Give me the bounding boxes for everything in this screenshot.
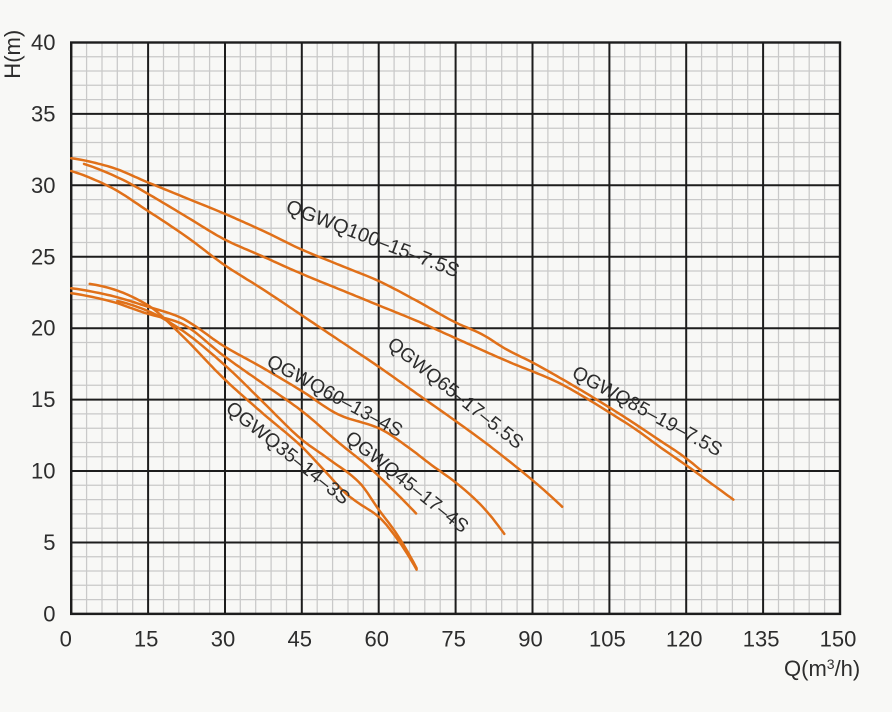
svg-text:25: 25 [31,244,55,269]
svg-text:5: 5 [43,530,55,555]
svg-text:H(m): H(m) [0,30,25,79]
svg-text:40: 40 [31,30,55,55]
svg-text:105: 105 [589,627,626,652]
svg-text:15: 15 [31,387,55,412]
svg-text:30: 30 [211,627,235,652]
svg-text:135: 135 [743,627,780,652]
svg-text:75: 75 [441,627,465,652]
svg-text:0: 0 [60,627,72,652]
svg-text:120: 120 [666,627,703,652]
svg-text:20: 20 [31,316,55,341]
svg-text:150: 150 [820,627,857,652]
svg-text:0: 0 [43,601,55,626]
svg-text:90: 90 [518,627,542,652]
svg-text:Q(m3/h): Q(m3/h) [784,656,860,681]
svg-text:60: 60 [364,627,388,652]
svg-text:30: 30 [31,173,55,198]
svg-text:35: 35 [31,101,55,126]
svg-text:15: 15 [134,627,158,652]
svg-text:10: 10 [31,459,55,484]
svg-text:45: 45 [288,627,312,652]
